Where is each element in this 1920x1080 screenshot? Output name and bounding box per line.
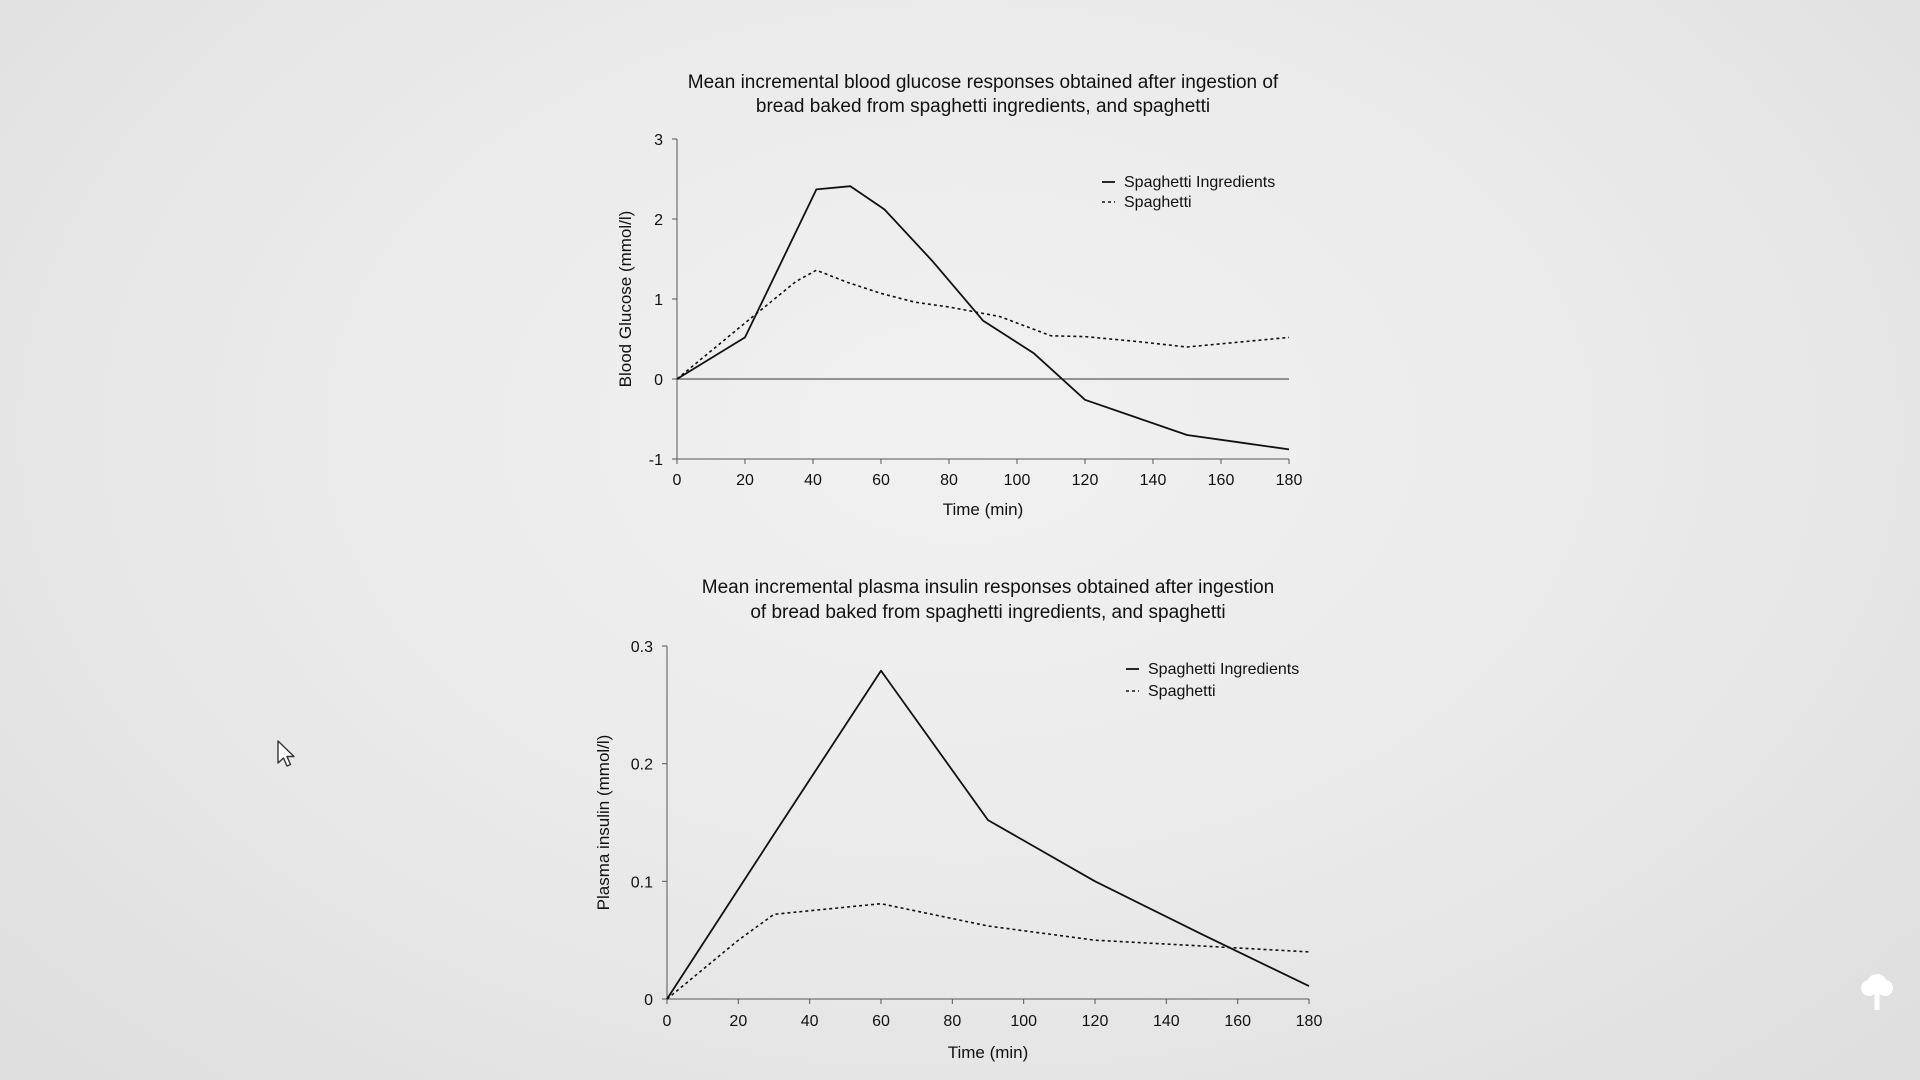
x-tick-label: 60 <box>872 1013 890 1030</box>
y-tick-label: -1 <box>649 452 663 469</box>
x-tick-label: 60 <box>872 472 890 489</box>
x-tick-label: 20 <box>736 472 754 489</box>
x-tick-label: 20 <box>729 1013 747 1030</box>
mouse-pointer-icon <box>277 740 295 767</box>
chart-title-line: of bread baked from spaghetti ingredient… <box>750 602 1225 623</box>
tree-icon <box>1861 974 1893 1010</box>
legend-label: Spaghetti <box>1148 683 1216 700</box>
x-tick-label: 180 <box>1296 1013 1323 1030</box>
x-tick-label: 160 <box>1224 1013 1251 1030</box>
x-tick-label: 180 <box>1276 472 1303 489</box>
x-tick-label: 0 <box>673 472 682 489</box>
x-tick-label: 140 <box>1140 472 1167 489</box>
chart-title-line: bread baked from spaghetti ingredients, … <box>756 96 1210 117</box>
x-tick-label: 120 <box>1072 472 1099 489</box>
x-axis-label: Time (min) <box>943 500 1024 519</box>
x-axis-label: Time (min) <box>948 1043 1029 1062</box>
series-line-spaghetti-ingredients <box>676 185 1290 451</box>
series-line-spaghetti <box>666 902 1310 1000</box>
glucose-chart: Mean incremental blood glucose responses… <box>616 72 1302 519</box>
y-axis-label: Plasma insulin (mmol/l) <box>594 735 613 911</box>
x-tick-label: 80 <box>940 472 958 489</box>
x-tick-label: 160 <box>1208 472 1235 489</box>
chart-title-line: Mean incremental blood glucose responses… <box>688 72 1279 93</box>
legend-label: Spaghetti <box>1124 194 1192 211</box>
x-tick-label: 140 <box>1153 1013 1180 1030</box>
y-tick-label: 2 <box>654 212 663 229</box>
x-tick-label: 0 <box>663 1013 672 1030</box>
x-tick-label: 100 <box>1010 1013 1037 1030</box>
y-tick-label: 0.1 <box>631 874 653 891</box>
x-tick-label: 40 <box>804 472 822 489</box>
y-tick-label: 1 <box>654 292 663 309</box>
x-tick-label: 40 <box>801 1013 819 1030</box>
y-axis-label: Blood Glucose (mmol/l) <box>616 211 635 388</box>
y-tick-label: 3 <box>654 132 663 149</box>
y-tick-label: 0.3 <box>631 639 653 656</box>
x-tick-label: 120 <box>1082 1013 1109 1030</box>
legend-label: Spaghetti Ingredients <box>1148 661 1299 678</box>
y-tick-label: 0 <box>654 372 663 389</box>
y-tick-label: 0.2 <box>631 757 653 774</box>
x-tick-label: 80 <box>943 1013 961 1030</box>
series-line-spaghetti-ingredients <box>666 669 1310 1000</box>
chart-title-line: Mean incremental plasma insulin response… <box>702 577 1274 598</box>
legend-label: Spaghetti Ingredients <box>1124 174 1275 191</box>
y-tick-label: 0 <box>644 992 653 1009</box>
insulin-chart: Mean incremental plasma insulin response… <box>594 577 1322 1062</box>
x-tick-label: 100 <box>1004 472 1031 489</box>
